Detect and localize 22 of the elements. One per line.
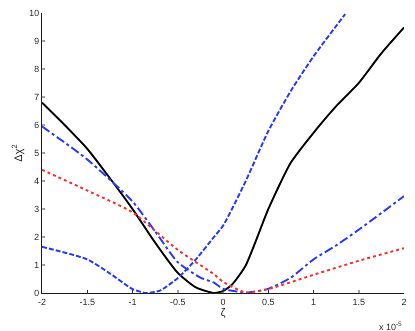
x-tick-label: -1 bbox=[128, 296, 137, 307]
x-tick-label: 1 bbox=[310, 296, 316, 307]
y-tick-label: 7 bbox=[34, 92, 40, 102]
x-axis-title: ζ bbox=[220, 307, 226, 319]
x-tick-label: -1.5 bbox=[79, 296, 96, 307]
y-tick-label: 8 bbox=[34, 64, 40, 74]
y-tick-label: 9 bbox=[34, 36, 40, 46]
x-tick-label: 0 bbox=[220, 296, 226, 307]
y-tick-label: 4 bbox=[34, 176, 40, 186]
x-tick-label: 1.5 bbox=[352, 296, 366, 307]
y-tick-label: 2 bbox=[34, 232, 40, 242]
x-tick-label: 2 bbox=[401, 296, 407, 307]
y-tick-label: 6 bbox=[34, 120, 40, 130]
y-tick-label: 5 bbox=[34, 148, 40, 158]
y-tick-label: 1 bbox=[34, 260, 40, 270]
y-tick-label: 0 bbox=[34, 288, 40, 298]
x-tick-label: -0.5 bbox=[170, 296, 186, 307]
y-tick-label: 10 bbox=[29, 8, 40, 18]
x-tick-label: 0.5 bbox=[262, 296, 275, 307]
x-tick-label: -2 bbox=[38, 296, 46, 307]
text: x 10$^{-5}$ bbox=[379, 321, 402, 331]
y-tick-label: 3 bbox=[34, 204, 40, 214]
